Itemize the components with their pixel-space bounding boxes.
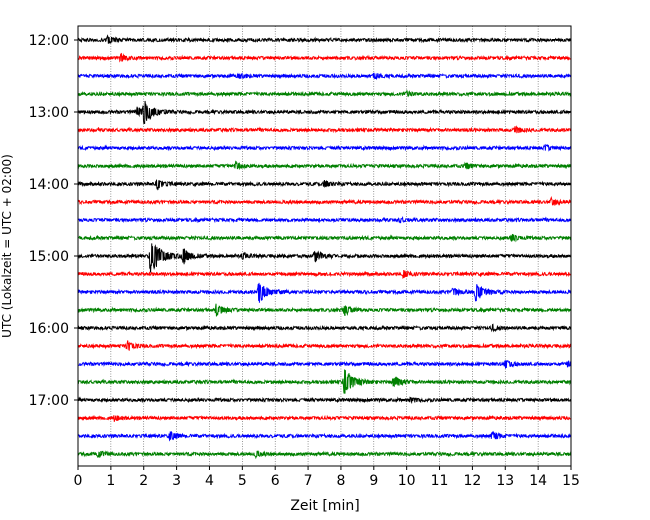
x-tick-label: 2 xyxy=(139,473,148,489)
x-tick-label: 10 xyxy=(398,473,416,489)
x-tick-label: 15 xyxy=(562,473,580,489)
x-tick-label: 1 xyxy=(106,473,115,489)
y-tick-label: 17:00 xyxy=(29,393,69,409)
trace-1715 xyxy=(77,414,572,422)
trace-1630 xyxy=(77,360,572,369)
trace-1600 xyxy=(77,323,572,333)
trace-1530 xyxy=(77,282,572,303)
trace-1445 xyxy=(77,233,572,243)
x-tick-label: 13 xyxy=(496,473,514,489)
x-tick-label: 0 xyxy=(74,473,83,489)
x-tick-label: 14 xyxy=(529,473,547,489)
trace-1515 xyxy=(77,270,572,280)
x-tick-label: 4 xyxy=(205,473,214,489)
trace-1500 xyxy=(77,243,572,273)
x-tick-label: 11 xyxy=(431,473,449,489)
y-tick-label: 15:00 xyxy=(29,249,69,265)
y-tick-label: 14:00 xyxy=(29,177,69,193)
trace-1230 xyxy=(77,72,572,81)
y-tick-label: 13:00 xyxy=(29,105,69,121)
trace-1730 xyxy=(77,430,572,442)
trace-1700 xyxy=(77,396,572,405)
trace-1745 xyxy=(77,450,572,460)
trace-1245 xyxy=(77,89,572,98)
y-axis-label: UTC (Lokalzeit = UTC + 02:00) xyxy=(0,154,14,338)
y-axis-ticks: 12:00 13:00 14:00 15:00 16:00 17:00 xyxy=(29,33,78,409)
trace-1545 xyxy=(77,303,572,317)
trace-1430 xyxy=(77,216,572,224)
x-tick-label: 9 xyxy=(369,473,378,489)
trace-1200 xyxy=(77,34,572,44)
x-axis-ticks: 0 1 2 3 4 5 6 7 8 9 10 11 12 13 14 15 xyxy=(74,466,580,489)
trace-1400 xyxy=(77,179,572,191)
x-tick-label: 7 xyxy=(304,473,313,489)
y-tick-label: 16:00 xyxy=(29,321,69,337)
x-tick-label: 6 xyxy=(271,473,280,489)
trace-1645 xyxy=(77,369,572,394)
x-tick-label: 5 xyxy=(238,473,247,489)
x-axis-label: Zeit [min] xyxy=(290,498,359,514)
trace-1315 xyxy=(77,125,572,134)
trace-1330 xyxy=(77,143,572,152)
trace-1415 xyxy=(77,195,572,206)
trace-1215 xyxy=(77,52,572,63)
trace-1300 xyxy=(77,100,572,125)
y-tick-label: 12:00 xyxy=(29,33,69,49)
trace-1615 xyxy=(77,340,572,351)
x-tick-label: 8 xyxy=(336,473,345,489)
x-tick-label: 12 xyxy=(463,473,481,489)
plot-frame xyxy=(77,25,572,467)
trace-layer xyxy=(77,34,572,460)
x-tick-label: 3 xyxy=(172,473,181,489)
trace-1345 xyxy=(77,160,572,171)
